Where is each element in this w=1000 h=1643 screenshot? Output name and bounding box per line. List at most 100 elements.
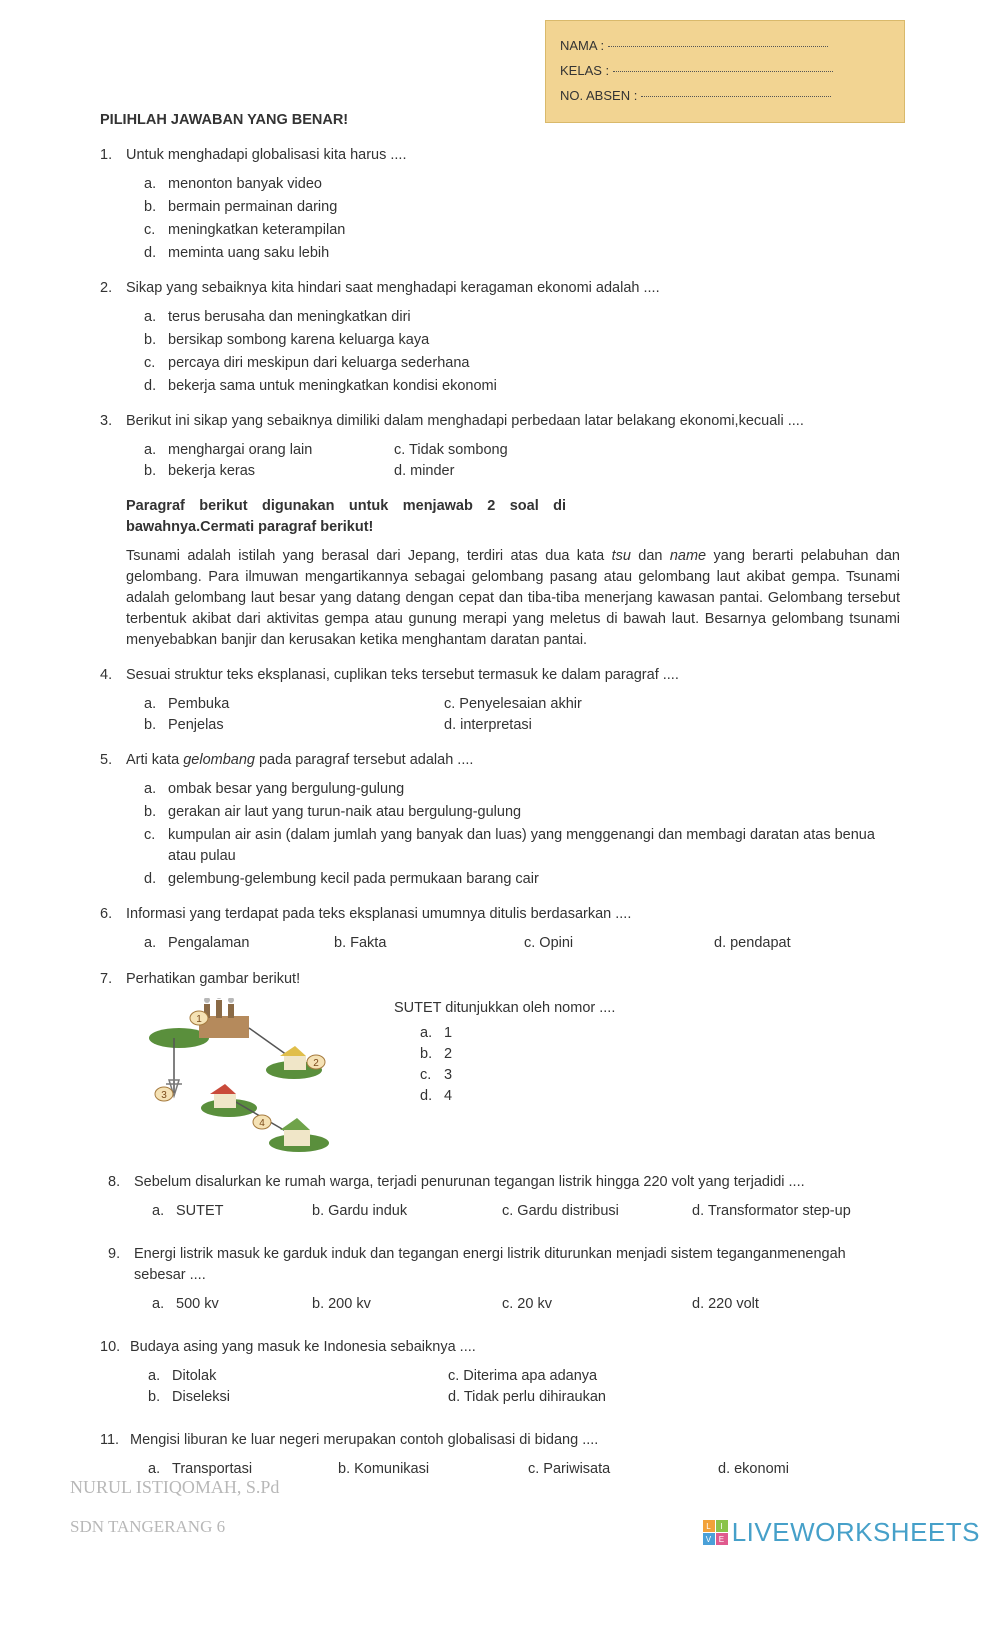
question-4: 4. Sesuai struktur teks eksplanasi, cupl… bbox=[100, 665, 900, 686]
question-8: 8. Sebelum disalurkan ke rumah warga, te… bbox=[108, 1172, 900, 1193]
brand-watermark: L I V E LIVEWORKSHEETS bbox=[703, 1514, 980, 1552]
question-7: 7. Perhatikan gambar berikut! bbox=[100, 969, 900, 990]
nama-input-line[interactable] bbox=[608, 46, 828, 47]
q8-num: 8. bbox=[108, 1172, 134, 1193]
question-6: 6. Informasi yang terdapat pada teks eks… bbox=[100, 904, 900, 925]
q4-opt-c[interactable]: c. Penyelesaian akhir bbox=[444, 694, 582, 715]
q11-num: 11. bbox=[100, 1430, 130, 1451]
kelas-input-line[interactable] bbox=[613, 71, 833, 72]
footer-school: SDN TANGERANG 6 bbox=[70, 1515, 225, 1540]
absen-row[interactable]: NO. ABSEN : bbox=[560, 87, 890, 106]
q4-opt-b[interactable]: b.Penjelas bbox=[144, 715, 444, 736]
q6-opt-d[interactable]: d. pendapat bbox=[714, 933, 864, 954]
q9-text: Energi listrik masuk ke garduk induk dan… bbox=[134, 1244, 900, 1286]
q7-opt-b[interactable]: b.2 bbox=[420, 1044, 615, 1065]
q2-num: 2. bbox=[100, 278, 126, 299]
q9-opt-c[interactable]: c. 20 kv bbox=[502, 1294, 652, 1315]
q4-num: 4. bbox=[100, 665, 126, 686]
q8-opt-b[interactable]: b. Gardu induk bbox=[312, 1201, 462, 1222]
q11-opt-d[interactable]: d. ekonomi bbox=[718, 1459, 868, 1480]
q9-opt-d[interactable]: d. 220 volt bbox=[692, 1294, 842, 1315]
absen-label: NO. ABSEN : bbox=[560, 88, 637, 103]
q9-opt-b[interactable]: b. 200 kv bbox=[312, 1294, 462, 1315]
worksheet-page: NAMA : KELAS : NO. ABSEN : PILIHLAH JAWA… bbox=[0, 0, 1000, 1510]
q1-num: 1. bbox=[100, 145, 126, 166]
q8-opt-a[interactable]: a.SUTET bbox=[152, 1201, 272, 1222]
q1-opt-b[interactable]: b.bermain permainan daring bbox=[144, 197, 900, 218]
q10-opt-d[interactable]: d. Tidak perlu dihiraukan bbox=[448, 1387, 606, 1408]
q7-text: Perhatikan gambar berikut! bbox=[126, 969, 900, 990]
q2-opt-b[interactable]: b.bersikap sombong karena keluarga kaya bbox=[144, 330, 900, 351]
name-row[interactable]: NAMA : bbox=[560, 37, 890, 56]
absen-input-line[interactable] bbox=[641, 96, 831, 97]
q6-num: 6. bbox=[100, 904, 126, 925]
q1-opt-c[interactable]: c.meningkatkan keterampilan bbox=[144, 220, 900, 241]
q11-text: Mengisi liburan ke luar negeri merupakan… bbox=[130, 1430, 900, 1451]
q7-opt-a[interactable]: a.1 bbox=[420, 1023, 615, 1044]
badge-v: V bbox=[703, 1533, 715, 1545]
footer-author: NURUL ISTIQOMAH, S.Pd bbox=[70, 1474, 279, 1500]
q4-opt-d[interactable]: d. interpretasi bbox=[444, 715, 532, 736]
q8-opt-d[interactable]: d. Transformator step-up bbox=[692, 1201, 872, 1222]
student-info-box: NAMA : KELAS : NO. ABSEN : bbox=[545, 20, 905, 123]
q2-opt-d[interactable]: d.bekerja sama untuk meningkatkan kondis… bbox=[144, 376, 900, 397]
q3-opt-d[interactable]: d. minder bbox=[394, 461, 454, 482]
question-3: 3. Berikut ini sikap yang sebaiknya dimi… bbox=[100, 411, 900, 432]
badge-l: L bbox=[703, 1520, 715, 1532]
q3-opt-c[interactable]: c. Tidak sombong bbox=[394, 440, 508, 461]
q10-opt-b[interactable]: b.Diseleksi bbox=[148, 1387, 448, 1408]
q9-num: 9. bbox=[108, 1244, 134, 1286]
q3-opt-b[interactable]: b.bekerja keras bbox=[144, 461, 394, 482]
q5-opt-a[interactable]: a.ombak besar yang bergulung-gulung bbox=[144, 779, 900, 800]
electricity-diagram: 1 2 3 4 bbox=[144, 998, 354, 1158]
kelas-row[interactable]: KELAS : bbox=[560, 62, 890, 81]
q9-opt-a[interactable]: a.500 kv bbox=[152, 1294, 272, 1315]
q3-options: a.menghargai orang lain c. Tidak sombong… bbox=[144, 440, 900, 482]
passage-heading: Paragraf berikut digunakan untuk menjawa… bbox=[126, 496, 566, 538]
q10-options: a.Ditolak c. Diterima apa adanya b.Disel… bbox=[148, 1366, 900, 1408]
q8-text: Sebelum disalurkan ke rumah warga, terja… bbox=[134, 1172, 900, 1193]
q8-opt-c[interactable]: c. Gardu distribusi bbox=[502, 1201, 652, 1222]
brand-badge-icon: L I V E bbox=[703, 1520, 728, 1545]
badge-i: I bbox=[716, 1520, 728, 1532]
question-2: 2. Sikap yang sebaiknya kita hindari saa… bbox=[100, 278, 900, 299]
q4-text: Sesuai struktur teks eksplanasi, cuplika… bbox=[126, 665, 900, 686]
badge-e: E bbox=[716, 1533, 728, 1545]
brand-text: LIVEWORKSHEETS bbox=[732, 1514, 980, 1552]
q3-num: 3. bbox=[100, 411, 126, 432]
svg-text:4: 4 bbox=[259, 1118, 265, 1129]
q5-options: a.ombak besar yang bergulung-gulung b.ge… bbox=[126, 779, 900, 890]
q4-options: a.Pembuka c. Penyelesaian akhir b.Penjel… bbox=[144, 694, 900, 736]
q3-opt-a[interactable]: a.menghargai orang lain bbox=[144, 440, 394, 461]
q1-opt-d[interactable]: d.meminta uang saku lebih bbox=[144, 243, 900, 264]
q5-opt-b[interactable]: b.gerakan air laut yang turun-naik atau … bbox=[144, 802, 900, 823]
q10-text: Budaya asing yang masuk ke Indonesia seb… bbox=[130, 1337, 900, 1358]
q7-side-text: SUTET ditunjukkan oleh nomor .... bbox=[394, 998, 615, 1019]
question-1: 1. Untuk menghadapi globalisasi kita har… bbox=[100, 145, 900, 166]
svg-text:3: 3 bbox=[161, 1090, 167, 1101]
q10-opt-a[interactable]: a.Ditolak bbox=[148, 1366, 448, 1387]
q10-num: 10. bbox=[100, 1337, 130, 1358]
q1-opt-a[interactable]: a.menonton banyak video bbox=[144, 174, 900, 195]
svg-text:1: 1 bbox=[196, 1014, 202, 1025]
q5-text: Arti kata gelombang pada paragraf terseb… bbox=[126, 750, 900, 771]
q2-opt-c[interactable]: c.percaya diri meskipun dari keluarga se… bbox=[144, 353, 900, 374]
q8-options: a.SUTET b. Gardu induk c. Gardu distribu… bbox=[152, 1201, 900, 1222]
q6-opt-a[interactable]: a.Pengalaman bbox=[144, 933, 294, 954]
q4-opt-a[interactable]: a.Pembuka bbox=[144, 694, 444, 715]
nama-label: NAMA : bbox=[560, 38, 604, 53]
q5-opt-c[interactable]: c.kumpulan air asin (dalam jumlah yang b… bbox=[144, 825, 900, 867]
q5-opt-d[interactable]: d.gelembung-gelembung kecil pada permuka… bbox=[144, 869, 900, 890]
passage-body: Tsunami adalah istilah yang berasal dari… bbox=[126, 546, 900, 651]
q6-opt-b[interactable]: b. Fakta bbox=[334, 933, 484, 954]
q6-opt-c[interactable]: c. Opini bbox=[524, 933, 674, 954]
q7-opt-c[interactable]: c.3 bbox=[420, 1065, 615, 1086]
q10-opt-c[interactable]: c. Diterima apa adanya bbox=[448, 1366, 597, 1387]
q7-opt-d[interactable]: d.4 bbox=[420, 1086, 615, 1107]
q2-opt-a[interactable]: a.terus berusaha dan meningkatkan diri bbox=[144, 307, 900, 328]
q2-text: Sikap yang sebaiknya kita hindari saat m… bbox=[126, 278, 900, 299]
svg-text:2: 2 bbox=[313, 1058, 319, 1069]
q11-opt-b[interactable]: b. Komunikasi bbox=[338, 1459, 488, 1480]
question-9: 9. Energi listrik masuk ke garduk induk … bbox=[108, 1244, 900, 1286]
q11-opt-c[interactable]: c. Pariwisata bbox=[528, 1459, 678, 1480]
